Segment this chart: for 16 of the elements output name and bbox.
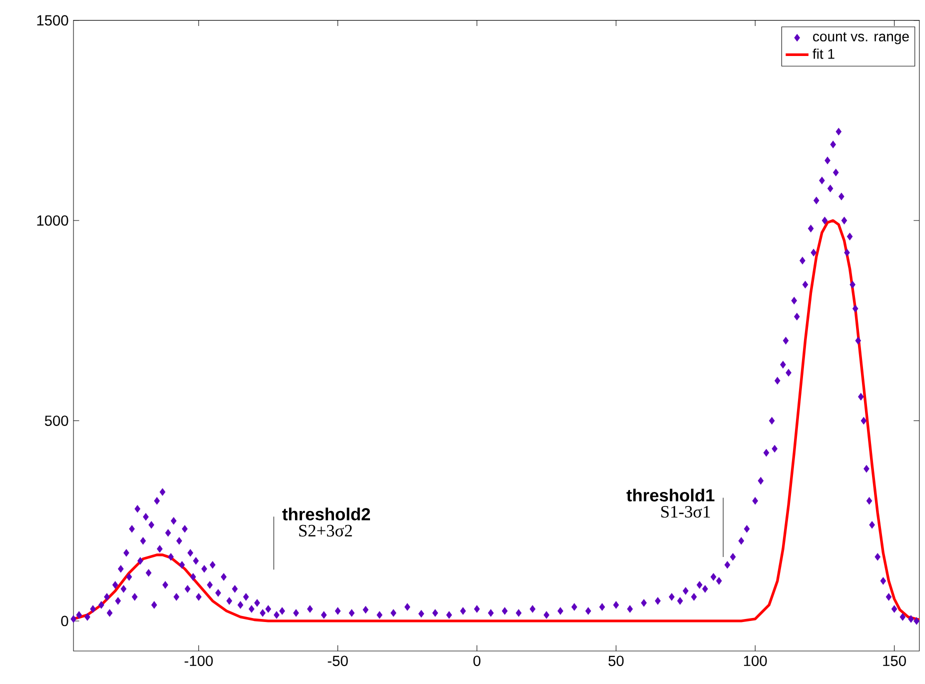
ref-line-label: threshold2 — [282, 508, 370, 520]
y-tick-label: 1500 — [37, 15, 68, 26]
ref-line-label: threshold1 — [626, 488, 714, 502]
x-tick-label: -100 — [184, 656, 213, 666]
annotation: S1-3σ1 — [661, 506, 710, 518]
y-tick-label: 1000 — [37, 215, 68, 226]
x-tick-label: 0 — [473, 656, 480, 666]
y-tick-label: 500 — [44, 416, 68, 426]
x-tick-label: 50 — [608, 656, 624, 666]
x-tick-label: -50 — [328, 656, 348, 666]
x-tick-label: 150 — [883, 656, 906, 666]
x-tick-label: 100 — [744, 656, 767, 666]
legend-label: count vs. range — [813, 32, 909, 44]
legend-label: fit 1 — [812, 48, 834, 59]
annotation: S2+3σ2 — [299, 524, 352, 537]
y-tick-label: 0 — [61, 616, 68, 626]
